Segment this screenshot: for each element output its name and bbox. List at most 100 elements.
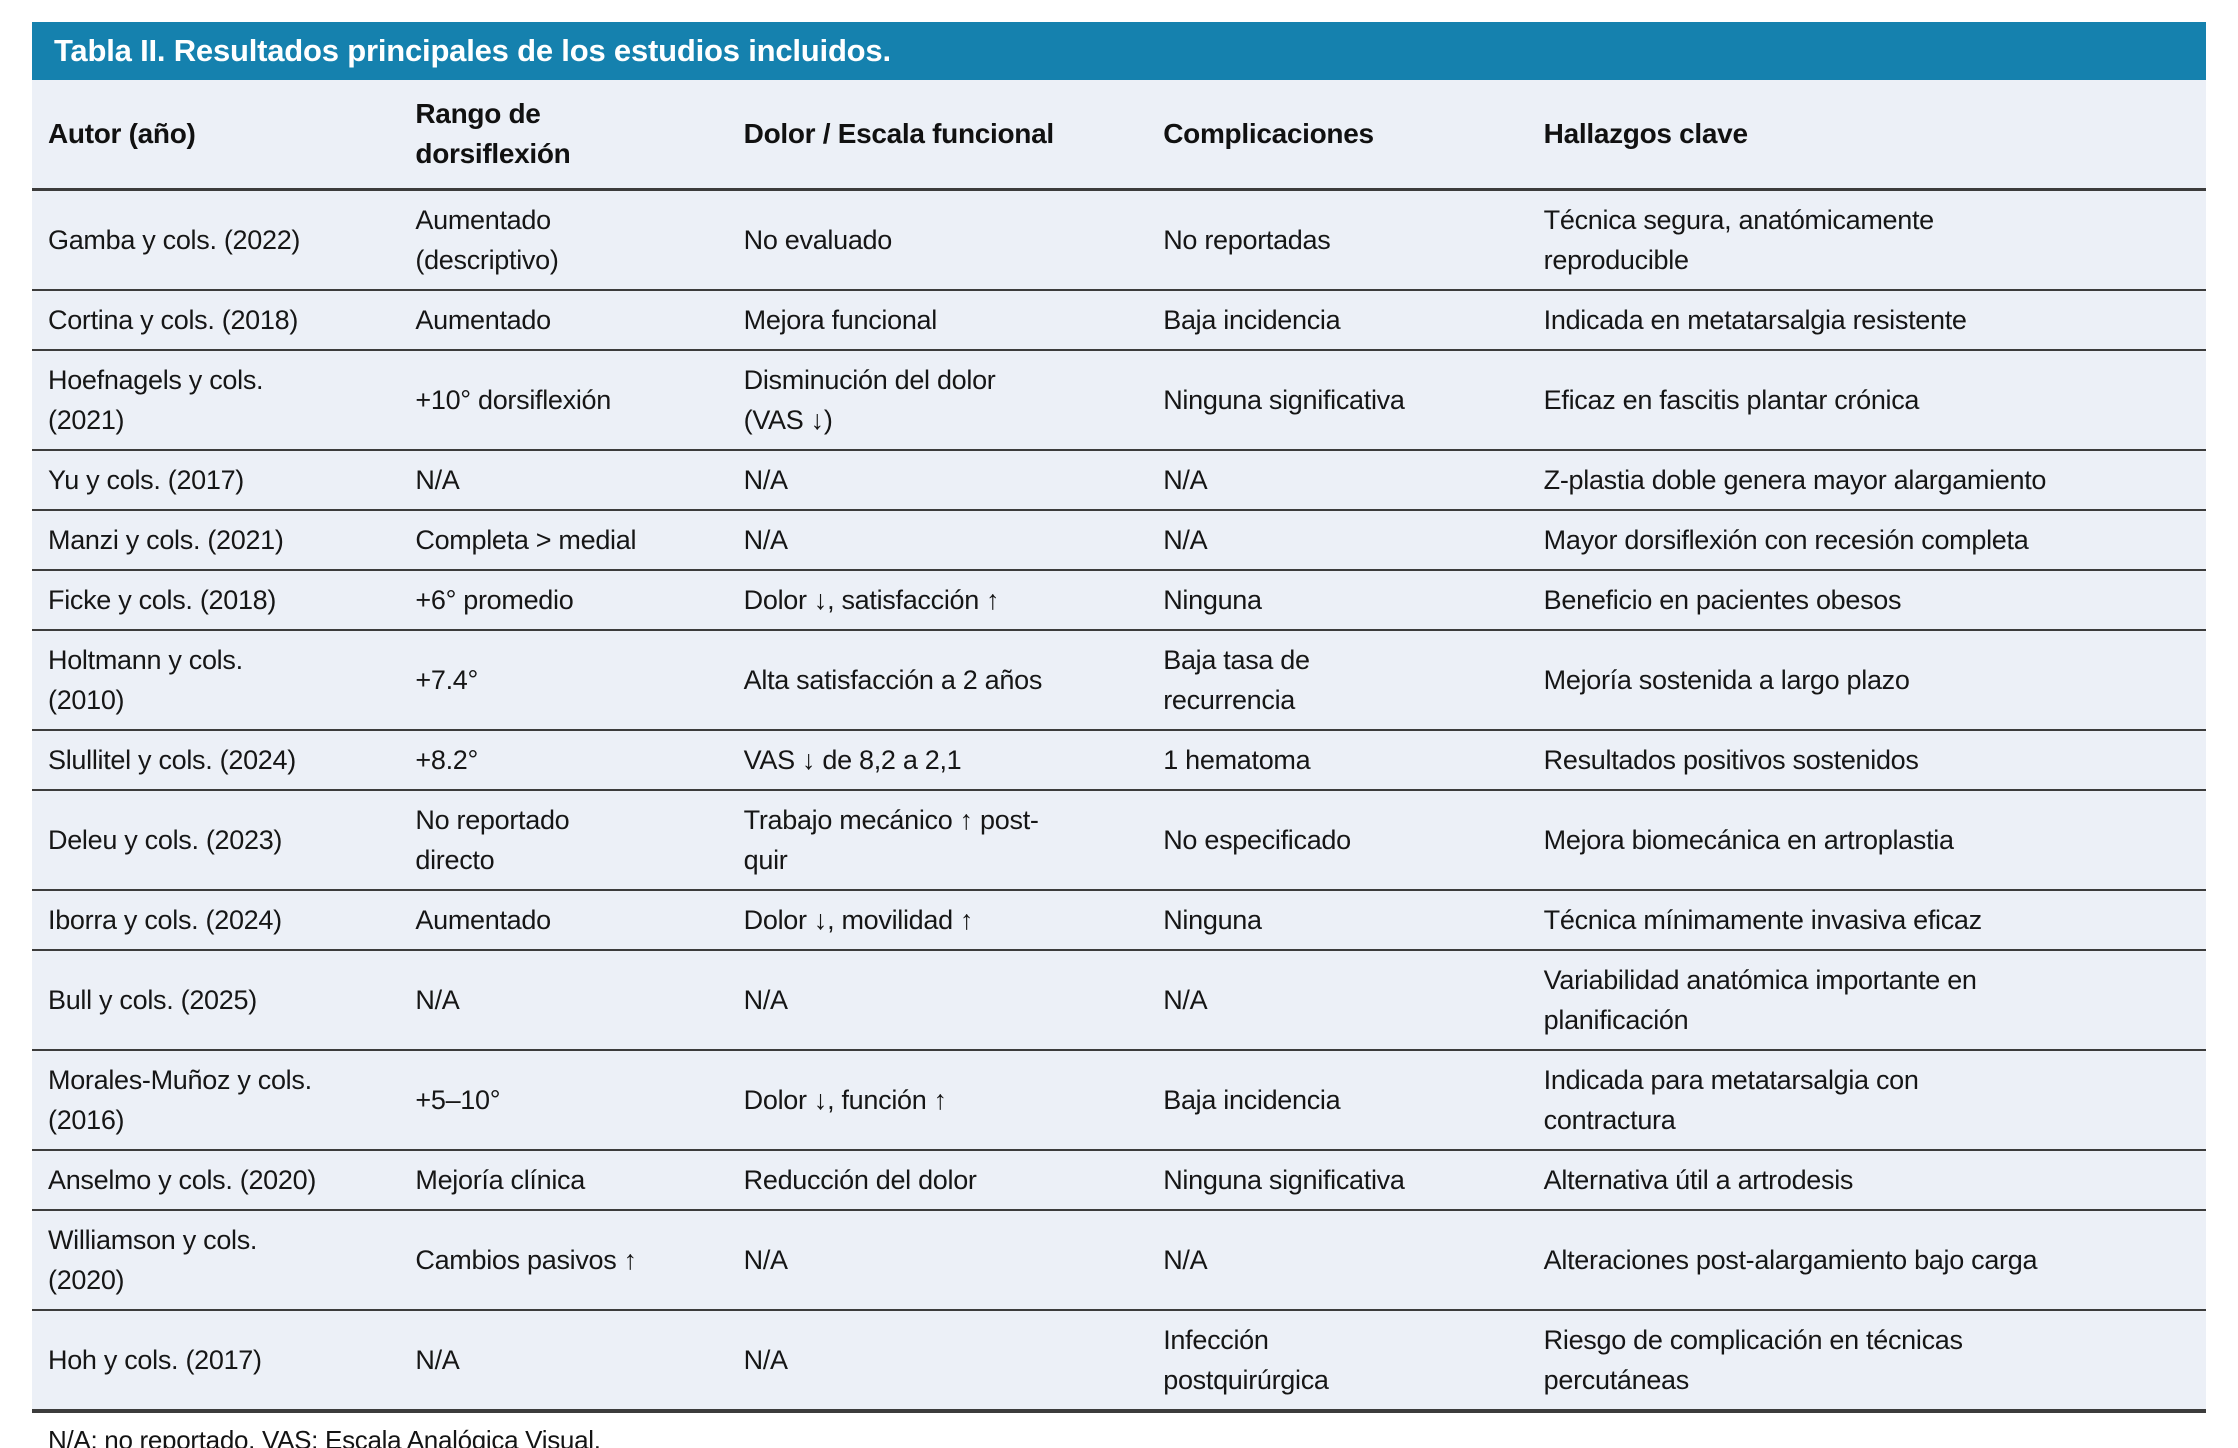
- cell-autor: Morales-Muñoz y cols. (2016): [48, 1065, 312, 1135]
- cell-complicaciones: N/A: [1163, 525, 1208, 555]
- cell-autor: Hoh y cols. (2017): [48, 1345, 262, 1375]
- results-table: Autor (año) Rango de dorsiflexión Dolor / …: [32, 80, 2206, 1413]
- cell-rango-dorsiflexion: Cambios pasivos ↑: [415, 1245, 637, 1275]
- cell-dolor-escala-funcional: Trabajo mecánico ↑ post- quir: [743, 805, 1039, 875]
- results-table-container: Tabla II. Resultados principales de los …: [32, 22, 2206, 1448]
- table-row: Cortina y cols. (2018) Aumentado Mejora fu…: [32, 290, 2206, 350]
- cell-complicaciones: No reportadas: [1163, 225, 1331, 255]
- cell-autor: Slullitel y cols. (2024): [48, 745, 296, 775]
- column-header-complicaciones: Complicaciones: [1163, 118, 1374, 149]
- table-row: Hoefnagels y cols. (2021) +10° dorsiflexi…: [32, 350, 2206, 450]
- table-title: Tabla II. Resultados principales de los …: [54, 33, 891, 68]
- cell-rango-dorsiflexion: N/A: [415, 985, 460, 1015]
- table-row: Anselmo y cols. (2020) Mejoría clínica Red…: [32, 1150, 2206, 1210]
- cell-rango-dorsiflexion: N/A: [415, 465, 460, 495]
- cell-hallazgos-clave: Variabilidad anatómica importante en pla…: [1543, 965, 1977, 1035]
- cell-hallazgos-clave: Indicada para metatarsalgia con contract…: [1543, 1065, 1919, 1135]
- cell-dolor-escala-funcional: VAS ↓ de 8,2 a 2,1: [743, 745, 962, 775]
- cell-dolor-escala-funcional: No evaluado: [743, 225, 893, 255]
- cell-hallazgos-clave: Mejoría sostenida a largo plazo: [1543, 665, 1910, 695]
- cell-rango-dorsiflexion: Aumentado: [415, 305, 551, 335]
- cell-dolor-escala-funcional: N/A: [743, 1345, 788, 1375]
- cell-rango-dorsiflexion: No reportado directo: [415, 805, 570, 875]
- table-row: Holtmann y cols. (2010) +7.4° Alta satisfa…: [32, 630, 2206, 730]
- cell-rango-dorsiflexion: Mejoría clínica: [415, 1165, 585, 1195]
- table-row: Hoh y cols. (2017) N/A N/A Infección postqu…: [32, 1310, 2206, 1411]
- cell-dolor-escala-funcional: N/A: [743, 525, 788, 555]
- cell-autor: Ficke y cols. (2018): [48, 585, 277, 615]
- table-row: Ficke y cols. (2018) +6° promedio Dolor ↓,…: [32, 570, 2206, 630]
- cell-autor: Manzi y cols. (2021): [48, 525, 284, 555]
- cell-dolor-escala-funcional: Mejora funcional: [743, 305, 938, 335]
- cell-autor: Holtmann y cols. (2010): [48, 645, 243, 715]
- cell-hallazgos-clave: Alteraciones post-alargamiento bajo carg…: [1543, 1245, 2038, 1275]
- cell-autor: Hoefnagels y cols. (2021): [48, 365, 264, 435]
- cell-complicaciones: N/A: [1163, 985, 1208, 1015]
- cell-dolor-escala-funcional: Dolor ↓, movilidad ↑: [743, 905, 974, 935]
- cell-dolor-escala-funcional: N/A: [743, 465, 788, 495]
- table-row: Manzi y cols. (2021) Completa > medial N/A…: [32, 510, 2206, 570]
- table-header-row: Autor (año) Rango de dorsiflexión Dolor / …: [32, 80, 2206, 190]
- cell-hallazgos-clave: Beneficio en pacientes obesos: [1543, 585, 1902, 615]
- cell-autor: Iborra y cols. (2024): [48, 905, 282, 935]
- table-row: Yu y cols. (2017) N/A N/A N/A Z-plastia dobl…: [32, 450, 2206, 510]
- cell-complicaciones: N/A: [1163, 1245, 1208, 1275]
- cell-rango-dorsiflexion: +7.4°: [415, 665, 478, 695]
- table-body: Gamba y cols. (2022) Aumentado (descripti…: [32, 189, 2206, 1412]
- cell-autor: Anselmo y cols. (2020): [48, 1165, 317, 1195]
- cell-dolor-escala-funcional: N/A: [743, 1245, 788, 1275]
- table-row: Williamson y cols. (2020) Cambios pasivos…: [32, 1210, 2206, 1310]
- cell-complicaciones: No especificado: [1163, 825, 1351, 855]
- cell-complicaciones: Baja incidencia: [1163, 305, 1341, 335]
- cell-hallazgos-clave: Técnica segura, anatómicamente reproduci…: [1543, 205, 1935, 275]
- cell-rango-dorsiflexion: Aumentado: [415, 905, 551, 935]
- cell-rango-dorsiflexion: +10° dorsiflexión: [415, 385, 611, 415]
- cell-complicaciones: 1 hematoma: [1163, 745, 1311, 775]
- cell-rango-dorsiflexion: +5–10°: [415, 1085, 501, 1115]
- cell-hallazgos-clave: Mayor dorsiflexión con recesión completa: [1543, 525, 2029, 555]
- cell-dolor-escala-funcional: Disminución del dolor (VAS ↓): [743, 365, 996, 435]
- cell-autor: Cortina y cols. (2018): [48, 305, 299, 335]
- column-header-hallazgos-clave: Hallazgos clave: [1543, 118, 1748, 149]
- cell-autor: Gamba y cols. (2022): [48, 225, 301, 255]
- cell-complicaciones: Baja incidencia: [1163, 1085, 1341, 1115]
- column-header-dolor-escala-funcional: Dolor / Escala funcional: [743, 118, 1055, 149]
- cell-complicaciones: Baja tasa de recurrencia: [1163, 645, 1310, 715]
- cell-hallazgos-clave: Z-plastia doble genera mayor alargamient…: [1543, 465, 2047, 495]
- cell-dolor-escala-funcional: Dolor ↓, satisfacción ↑: [743, 585, 1000, 615]
- cell-dolor-escala-funcional: Alta satisfacción a 2 años: [743, 665, 1043, 695]
- table-header: Autor (año) Rango de dorsiflexión Dolor / …: [32, 80, 2206, 190]
- cell-complicaciones: Ninguna significativa: [1163, 1165, 1405, 1195]
- table-row: Deleu y cols. (2023) No reportado directo…: [32, 790, 2206, 890]
- cell-hallazgos-clave: Eficaz en fascitis plantar crónica: [1543, 385, 1920, 415]
- cell-dolor-escala-funcional: Reducción del dolor: [743, 1165, 977, 1195]
- cell-hallazgos-clave: Técnica mínimamente invasiva eficaz: [1543, 905, 1982, 935]
- cell-complicaciones: Infección postquirúrgica: [1163, 1325, 1329, 1395]
- cell-autor: Williamson y cols. (2020): [48, 1225, 258, 1295]
- cell-rango-dorsiflexion: Aumentado (descriptivo): [415, 205, 559, 275]
- table-footnote: N/A: no reportado. VAS: Escala Analógica…: [48, 1425, 601, 1448]
- column-header-rango-dorsiflexion: Rango de dorsiflexión: [415, 98, 571, 169]
- cell-dolor-escala-funcional: Dolor ↓, función ↑: [743, 1085, 948, 1115]
- table-title-bar: Tabla II. Resultados principales de los …: [32, 22, 2206, 80]
- table-row: Slullitel y cols. (2024) +8.2° VAS ↓ de 8,…: [32, 730, 2206, 790]
- table-row: Gamba y cols. (2022) Aumentado (descripti…: [32, 189, 2206, 291]
- table-row: Iborra y cols. (2024) Aumentado Dolor ↓, m…: [32, 890, 2206, 950]
- table-row: Morales-Muñoz y cols. (2016) +5–10° Dolor …: [32, 1050, 2206, 1150]
- cell-hallazgos-clave: Resultados positivos sostenidos: [1543, 745, 1919, 775]
- cell-complicaciones: Ninguna: [1163, 585, 1262, 615]
- column-header-autor: Autor (año): [48, 118, 196, 149]
- cell-rango-dorsiflexion: N/A: [415, 1345, 460, 1375]
- cell-complicaciones: Ninguna significativa: [1163, 385, 1405, 415]
- cell-rango-dorsiflexion: Completa > medial: [415, 525, 637, 555]
- table-row: Bull y cols. (2025) N/A N/A N/A Variabilidad…: [32, 950, 2206, 1050]
- cell-hallazgos-clave: Mejora biomecánica en artroplastia: [1543, 825, 1954, 855]
- cell-complicaciones: N/A: [1163, 465, 1208, 495]
- cell-hallazgos-clave: Riesgo de complicación en técnicas percu…: [1543, 1325, 1963, 1395]
- cell-autor: Bull y cols. (2025): [48, 985, 257, 1015]
- cell-complicaciones: Ninguna: [1163, 905, 1262, 935]
- cell-autor: Deleu y cols. (2023): [48, 825, 283, 855]
- cell-dolor-escala-funcional: N/A: [743, 985, 788, 1015]
- cell-hallazgos-clave: Alternativa útil a artrodesis: [1543, 1165, 1854, 1195]
